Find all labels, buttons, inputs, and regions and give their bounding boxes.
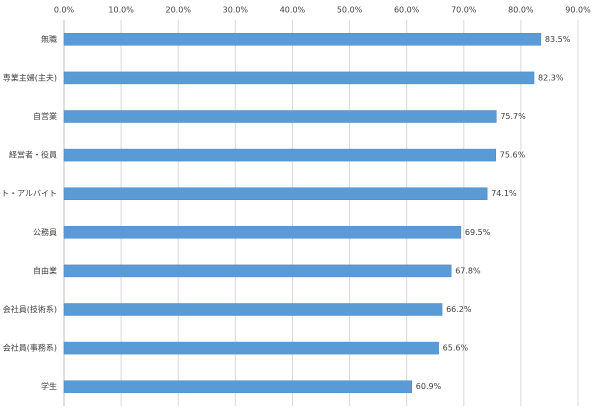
x-tick-label: 0.0% [54, 6, 75, 15]
bar [63, 341, 439, 355]
bar [63, 33, 542, 46]
bar [63, 380, 413, 393]
x-tick-label: 60.0% [394, 6, 420, 15]
x-tick-label: 10.0% [108, 6, 134, 15]
value-label: 65.6% [443, 344, 469, 353]
y-tick-label: 専業主婦(主夫) [3, 72, 57, 82]
bar [63, 303, 443, 316]
value-label: 69.5% [465, 228, 491, 237]
value-label: 83.5% [545, 35, 571, 44]
y-tick-label: 公務員 [33, 227, 57, 237]
x-tick-label: 30.0% [223, 6, 249, 15]
x-tick-label: 50.0% [337, 6, 363, 15]
bar [63, 71, 535, 85]
value-label: 60.9% [416, 382, 442, 391]
y-tick-label: 会社員(技術系) [3, 304, 57, 314]
y-tick-label: 学生 [41, 381, 57, 391]
bar [63, 110, 497, 123]
bar [63, 264, 452, 278]
x-tick-label: 80.0% [508, 6, 534, 15]
value-label: 66.2% [446, 305, 472, 314]
value-label: 74.1% [491, 189, 517, 198]
y-tick-label: 無職 [41, 34, 57, 44]
x-tick-label: 20.0% [166, 6, 192, 15]
value-label: 82.3% [538, 73, 564, 82]
bar [63, 148, 497, 162]
bar [63, 187, 488, 200]
y-tick-label: パート・アルバイト [0, 189, 57, 198]
y-tick-label: 自営業 [33, 111, 57, 121]
value-label: 67.8% [455, 266, 481, 275]
y-tick-label: 会社員(事務系) [3, 343, 57, 353]
x-tick-label: 70.0% [451, 6, 477, 15]
value-label: 75.7% [500, 112, 526, 121]
bar [63, 226, 462, 239]
x-tick-label: 90.0% [565, 6, 591, 15]
y-tick-label: 経営者・役員 [9, 150, 57, 160]
y-tick-label: 自由業 [33, 265, 57, 275]
value-label: 75.6% [500, 151, 526, 160]
x-tick-label: 40.0% [280, 6, 306, 15]
